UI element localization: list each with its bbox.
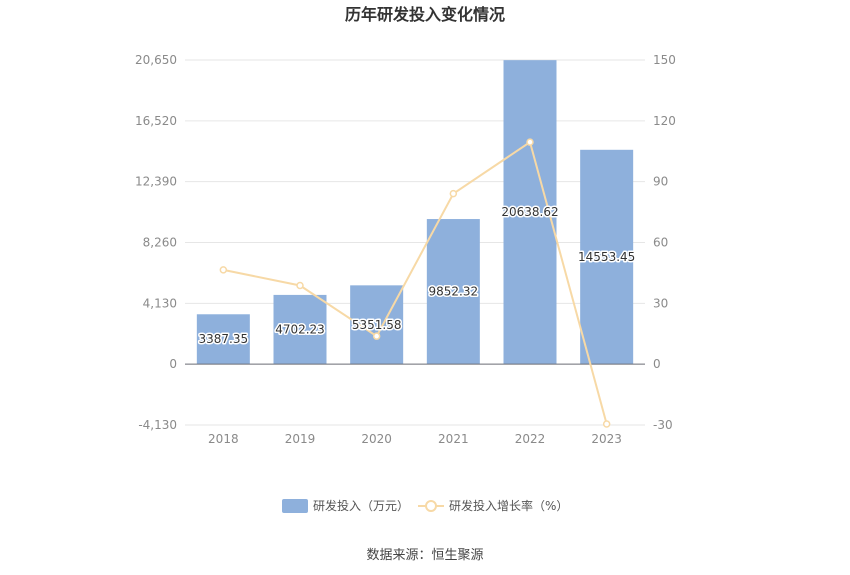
line-series	[219, 138, 611, 428]
x-axis: 2018 2019 2020 2021 2022 2023	[185, 363, 645, 446]
y-right-tick-label: 30	[653, 296, 668, 310]
bar-2019[interactable]	[273, 294, 327, 365]
x-tick-label: 2023	[591, 432, 622, 446]
y-right-tick-label: 150	[653, 53, 676, 67]
bar-2023[interactable]	[580, 149, 634, 365]
y-right-tick-label: 0	[653, 357, 661, 371]
bar-label-2022: 20638.62	[501, 205, 558, 219]
y-left-tick-label: 16,520	[135, 114, 177, 128]
growth-point-2022[interactable]	[526, 138, 534, 146]
bar-label-2019: 4702.23	[275, 323, 325, 337]
y-left-tick-label: 20,650	[135, 53, 177, 67]
bar-2021[interactable]	[426, 219, 480, 365]
legend-swatch-marker	[425, 500, 437, 512]
legend-label-bar: 研发投入（万元）	[313, 498, 409, 513]
x-tick-label: 2022	[515, 432, 546, 446]
x-tick-label: 2020	[361, 432, 392, 446]
bar-label-2023: 14553.45	[578, 250, 635, 264]
left-axis-ticks: -4,130 0 4,130 8,260 12,390 16,520 20,650	[135, 53, 177, 432]
growth-point-2023[interactable]	[602, 420, 611, 428]
y-right-tick-label: -30	[653, 418, 673, 432]
x-tick-label: 2018	[208, 432, 239, 446]
bar-2018[interactable]	[196, 314, 250, 365]
y-left-tick-label: 4,130	[143, 296, 177, 310]
growth-point-2021[interactable]	[449, 189, 458, 198]
growth-point-2019[interactable]	[296, 281, 304, 290]
bar-data-labels: 3387.35 4702.23 5351.58 9852.32 20638.62 1455…	[197, 204, 637, 348]
y-right-tick-label: 60	[653, 236, 668, 250]
legend-item-bar[interactable]: 研发投入（万元）	[282, 498, 409, 513]
chart-title: 历年研发投入变化情况	[345, 5, 505, 24]
bar-2022[interactable]	[503, 60, 557, 365]
growth-rate-line	[223, 140, 608, 425]
grid-lines	[185, 59, 645, 426]
bar-series	[196, 60, 634, 365]
bar-label-2021: 9852.32	[429, 285, 479, 299]
y-left-tick-label: 12,390	[135, 175, 177, 189]
y-right-tick-label: 90	[653, 175, 668, 189]
y-left-tick-label: 0	[169, 357, 177, 371]
data-source: 数据来源：恒生聚源	[366, 548, 483, 563]
bar-label-2018: 3387.35	[199, 332, 249, 346]
y-left-tick-label: -4,130	[138, 418, 177, 432]
legend-label-line: 研发投入增长率（%）	[449, 498, 568, 513]
legend-swatch-bar	[282, 499, 308, 513]
right-axis-ticks: -30 0 30 60 90 120 150	[653, 53, 676, 432]
growth-point-2020[interactable]	[372, 332, 381, 340]
x-tick-label: 2019	[285, 432, 316, 446]
y-left-tick-label: 8,260	[143, 236, 177, 250]
y-right-tick-label: 120	[653, 114, 676, 128]
legend-item-line[interactable]: 研发投入增长率（%）	[418, 498, 568, 513]
bar-label-2020: 5351.58	[352, 318, 402, 332]
legend: 研发投入（万元） 研发投入增长率（%）	[282, 498, 568, 513]
growth-point-2018[interactable]	[219, 266, 228, 274]
x-tick-label: 2021	[438, 432, 469, 446]
